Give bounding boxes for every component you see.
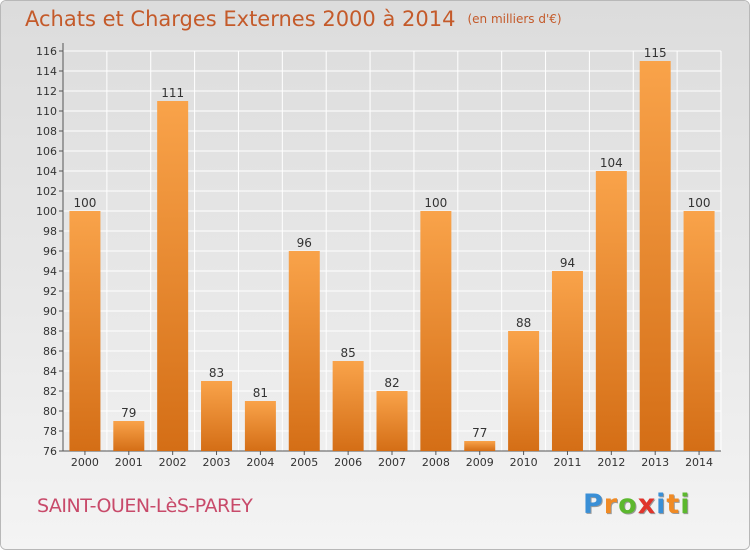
bar bbox=[332, 361, 364, 451]
data-label: 83 bbox=[209, 366, 224, 380]
commune-name: SAINT-OUEN-LèS-PAREY bbox=[37, 495, 253, 517]
x-tick-label: 2010 bbox=[510, 456, 538, 469]
x-tick-label: 2002 bbox=[159, 456, 187, 469]
bar bbox=[157, 101, 189, 451]
y-tick-label: 94 bbox=[43, 265, 57, 278]
labels: 76 78 80 82 84 86 88 90 92 94 96 98 100 102 104 106 108 1… bbox=[36, 45, 713, 469]
data-label: 85 bbox=[340, 346, 355, 360]
x-tick-label: 2011 bbox=[553, 456, 581, 469]
bar bbox=[288, 251, 320, 451]
y-tick-label: 92 bbox=[43, 285, 57, 298]
y-tick-label: 84 bbox=[43, 365, 57, 378]
y-tick-label: 104 bbox=[36, 165, 57, 178]
y-tick-label: 82 bbox=[43, 385, 57, 398]
y-tick-label: 110 bbox=[36, 105, 57, 118]
logo-letter: o bbox=[618, 489, 638, 520]
y-tick-label: 76 bbox=[43, 445, 57, 458]
bar bbox=[464, 441, 496, 451]
x-tick-label: 2001 bbox=[115, 456, 143, 469]
y-tick-label: 98 bbox=[43, 225, 57, 238]
data-label: 115 bbox=[644, 46, 667, 60]
y-tick-label: 100 bbox=[36, 205, 57, 218]
bar bbox=[113, 421, 145, 451]
bar bbox=[639, 61, 671, 451]
x-tick-label: 2009 bbox=[466, 456, 494, 469]
bar bbox=[244, 401, 276, 451]
x-tick-label: 2008 bbox=[422, 456, 450, 469]
chart-unit-note: (en milliers d'€) bbox=[467, 12, 562, 26]
y-tick-label: 90 bbox=[43, 305, 57, 318]
y-tick-label: 112 bbox=[36, 85, 57, 98]
proxiti-logo: Proxiti bbox=[583, 489, 691, 520]
x-tick-label: 2003 bbox=[203, 456, 231, 469]
x-tick-label: 2012 bbox=[597, 456, 625, 469]
logo-letter: t bbox=[666, 489, 681, 520]
y-tick-label: 86 bbox=[43, 345, 57, 358]
bars bbox=[69, 61, 715, 451]
bar bbox=[551, 271, 583, 451]
chart-title-text: Achats et Charges Externes 2000 à 2014 bbox=[25, 7, 456, 31]
chart-title: Achats et Charges Externes 2000 à 2014 (e… bbox=[25, 7, 562, 31]
bar bbox=[69, 211, 101, 451]
data-label: 82 bbox=[384, 376, 399, 390]
y-tick-label: 108 bbox=[36, 125, 57, 138]
data-label: 111 bbox=[161, 86, 184, 100]
x-tick-label: 2000 bbox=[71, 456, 99, 469]
logo-letter: i bbox=[656, 489, 667, 520]
data-label: 100 bbox=[688, 196, 711, 210]
logo-letter: i bbox=[680, 489, 691, 520]
x-tick-label: 2014 bbox=[685, 456, 713, 469]
y-tick-label: 116 bbox=[36, 45, 57, 58]
data-label: 104 bbox=[600, 156, 623, 170]
data-label: 77 bbox=[472, 426, 487, 440]
x-tick-label: 2004 bbox=[246, 456, 274, 469]
data-label: 81 bbox=[253, 386, 268, 400]
y-tick-label: 96 bbox=[43, 245, 57, 258]
x-tick-label: 2005 bbox=[290, 456, 318, 469]
x-tick-label: 2006 bbox=[334, 456, 362, 469]
y-tick-label: 78 bbox=[43, 425, 57, 438]
data-label: 100 bbox=[73, 196, 96, 210]
logo-letter: r bbox=[603, 489, 619, 520]
data-label: 94 bbox=[560, 256, 575, 270]
bar bbox=[376, 391, 408, 451]
bar bbox=[683, 211, 715, 451]
y-tick-label: 106 bbox=[36, 145, 57, 158]
bar bbox=[508, 331, 540, 451]
data-label: 96 bbox=[297, 236, 312, 250]
data-label: 79 bbox=[121, 406, 136, 420]
y-tick-label: 114 bbox=[36, 65, 57, 78]
logo-letter: P bbox=[583, 489, 604, 520]
data-label: 100 bbox=[424, 196, 447, 210]
logo-letter: x bbox=[637, 489, 657, 520]
y-tick-label: 80 bbox=[43, 405, 57, 418]
data-label: 88 bbox=[516, 316, 531, 330]
y-tick-label: 88 bbox=[43, 325, 57, 338]
bar bbox=[201, 381, 233, 451]
bar bbox=[420, 211, 452, 451]
bar bbox=[595, 171, 627, 451]
y-tick-label: 102 bbox=[36, 185, 57, 198]
x-tick-label: 2007 bbox=[378, 456, 406, 469]
x-tick-label: 2013 bbox=[641, 456, 669, 469]
